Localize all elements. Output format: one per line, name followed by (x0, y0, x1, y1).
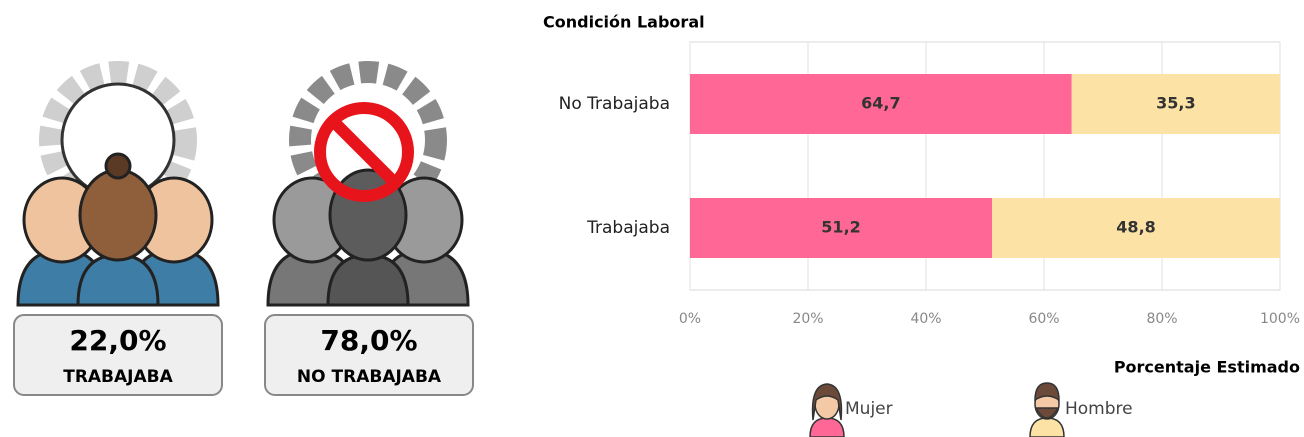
legend-icon (810, 384, 844, 437)
data-label: 64,7 (861, 94, 900, 113)
data-label: 51,2 (821, 218, 860, 237)
icon-working (18, 72, 218, 305)
card-value: 78,0% (320, 324, 417, 357)
legend-icon-part (1030, 418, 1064, 437)
x-axis-label: Porcentaje Estimado (1114, 358, 1300, 377)
data-label: 48,8 (1116, 218, 1155, 237)
chart-title: Condición Laboral (543, 13, 705, 32)
page: 22,0% TRABAJABA 78,0% NO TRABAJABA Condi… (0, 0, 1304, 437)
card-caption: TRABAJABA (63, 367, 173, 387)
x-tick-label: 80% (1146, 311, 1177, 327)
data-label: 35,3 (1156, 94, 1195, 113)
legend-icon-part (810, 418, 844, 437)
x-tick-label: 40% (910, 311, 941, 327)
y-tick-label: No Trabajaba (559, 94, 670, 114)
icon-not-working (268, 72, 468, 305)
legend-label: Mujer (845, 399, 893, 419)
x-tick-label: 0% (679, 311, 701, 327)
infographic: 22,0% TRABAJABA 78,0% NO TRABAJABA Condi… (0, 0, 1304, 437)
card-caption: NO TRABAJABA (297, 367, 442, 387)
y-tick-label: Trabajaba (586, 218, 670, 238)
x-tick-label: 20% (792, 311, 823, 327)
legend-icon (1030, 383, 1064, 437)
card-value: 22,0% (69, 324, 166, 357)
x-tick-label: 60% (1028, 311, 1059, 327)
x-tick-label: 100% (1260, 311, 1300, 327)
legend-label: Hombre (1065, 399, 1133, 419)
